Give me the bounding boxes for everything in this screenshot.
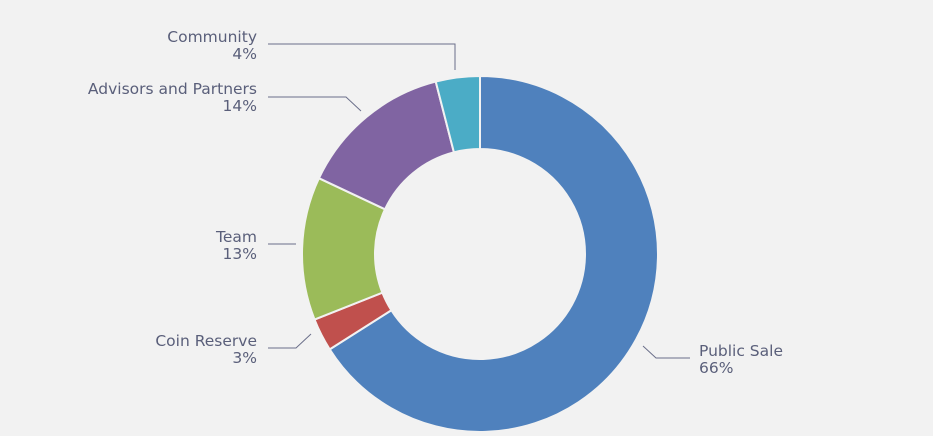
label-percent: 4% (232, 45, 257, 63)
leader-line-coin-reserve (268, 333, 312, 349)
slice-public-sale (328, 74, 659, 433)
label-team: Team 13% (215, 228, 257, 263)
label-name: Team (215, 228, 257, 246)
label-name: Community (167, 28, 257, 46)
leader-line-advisors-and-partners (268, 96, 362, 112)
label-percent: 66% (699, 359, 733, 377)
label-public-sale: Public Sale 66% (699, 342, 783, 377)
label-percent: 14% (223, 97, 257, 115)
leader-line-community (268, 43, 456, 70)
donut-slices (301, 74, 659, 433)
slice-community (434, 74, 481, 154)
label-percent: 3% (232, 349, 257, 367)
leader-line-public-sale (642, 345, 690, 359)
label-name: Advisors and Partners (88, 80, 257, 98)
label-percent: 13% (223, 245, 257, 263)
label-advisors-and-partners: Advisors and Partners 14% (88, 80, 257, 115)
label-coin-reserve: Coin Reserve 3% (155, 332, 257, 367)
label-name: Coin Reserve (155, 332, 257, 350)
label-name: Public Sale (699, 342, 783, 360)
label-community: Community 4% (167, 28, 257, 63)
